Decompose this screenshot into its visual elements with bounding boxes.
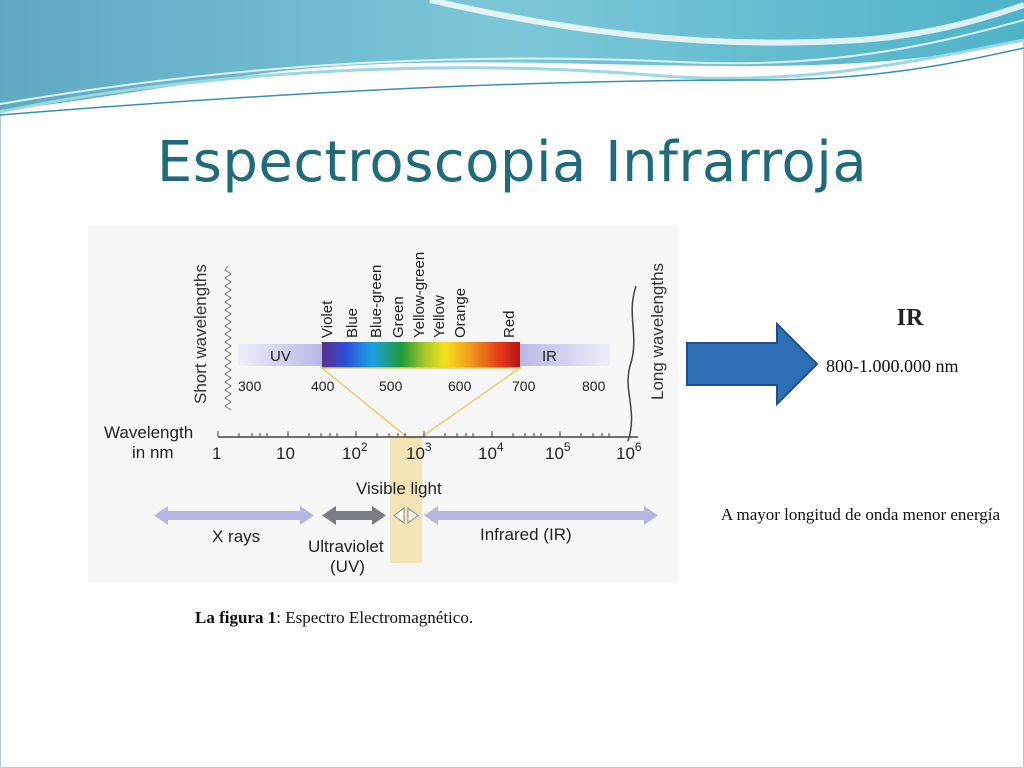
log-tick-10-3: 103 <box>406 440 432 463</box>
nm-tick-400: 400 <box>311 378 335 394</box>
log-tick-10: 10 <box>276 444 295 463</box>
slide-title: Espectroscopia Infrarroja <box>156 130 868 195</box>
color-orange: Orange <box>452 288 469 338</box>
log-ticks: 1 10 102 103 104 105 106 <box>212 440 642 463</box>
log-tick-10-4: 104 <box>478 440 504 463</box>
infrared-label: Infrared (IR) <box>480 525 572 544</box>
ultraviolet-label: Ultraviolet <box>308 537 384 556</box>
nm-tick-600: 600 <box>448 378 472 394</box>
wavelength-label: Wavelength <box>104 423 193 442</box>
ir-heading: IR <box>896 305 924 331</box>
visible-light-column <box>390 438 422 563</box>
visible-arrow <box>393 507 419 524</box>
log-tick-10-5: 105 <box>545 440 571 463</box>
ir-band-label: IR <box>542 348 557 365</box>
nm-tick-500: 500 <box>379 378 403 394</box>
ir-band <box>520 344 610 366</box>
log-tick-10-6: 106 <box>616 440 642 463</box>
color-green: Green <box>390 296 407 338</box>
visible-light-projection <box>319 367 523 439</box>
log-tick-10-2: 102 <box>342 440 368 463</box>
visible-spectrum-band <box>322 342 520 368</box>
ultraviolet-abbrev-label: (UV) <box>330 557 365 576</box>
spectrum-diagram: Short wavelengths Long wavelengths Viole… <box>104 252 667 576</box>
figure-caption: La figura 1: Espectro Electromagnético. <box>195 608 473 628</box>
header-wave-band <box>0 0 1024 116</box>
nm-tick-300: 300 <box>238 378 262 394</box>
right-arrow-icon <box>686 322 819 407</box>
log-axis-minor-ticks <box>217 431 631 437</box>
short-wavelengths-label: Short wavelengths <box>191 264 210 404</box>
xrays-label: X rays <box>212 527 260 546</box>
color-blue-green: Blue-green <box>368 265 385 338</box>
uv-band-label: UV <box>270 348 291 365</box>
color-blue: Blue <box>344 308 361 338</box>
ir-arrow <box>424 506 658 525</box>
color-yellow: Yellow <box>431 295 448 338</box>
color-violet: Violet <box>319 300 336 338</box>
nm-tick-700: 700 <box>512 378 536 394</box>
uv-arrow <box>322 506 386 525</box>
energy-note: A mayor longitud de onda menor energía <box>720 505 1001 524</box>
color-red: Red <box>501 310 518 338</box>
xray-arrow <box>154 506 314 525</box>
spectrum-figure: Short wavelengths Long wavelengths Viole… <box>88 226 678 582</box>
caption-text: : Espectro Electromagnético. <box>276 608 474 627</box>
log-tick-1: 1 <box>212 444 221 463</box>
nm-tick-800: 800 <box>582 378 606 394</box>
wavelength-unit-label: in nm <box>132 443 174 462</box>
caption-bold: La figura 1 <box>195 608 277 627</box>
nm-ticks: 300 400 500 600 700 800 <box>238 378 606 394</box>
short-wave-squiggle <box>224 265 232 411</box>
long-wavelengths-label: Long wavelengths <box>648 263 667 400</box>
long-wave-curve <box>627 285 637 442</box>
ir-range-text: 800-1.000.000 nm <box>826 356 959 376</box>
visible-light-label: Visible light <box>356 479 442 498</box>
color-yellow-green: Yellow-green <box>411 252 428 338</box>
color-names: Violet Blue Blue-green Green Yellow-gree… <box>319 252 518 338</box>
uv-band <box>238 344 322 366</box>
